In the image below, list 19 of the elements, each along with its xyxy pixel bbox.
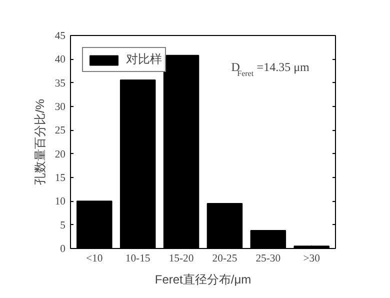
- x-tick-label: 20-25: [212, 254, 238, 264]
- y-tick-label: 0: [60, 244, 66, 255]
- x-tick-label: >30: [303, 254, 320, 264]
- x-tick-label: <10: [86, 254, 103, 264]
- y-tick-label: 45: [54, 31, 66, 42]
- y-tick-label: 25: [54, 126, 66, 137]
- y-tick-label: 5: [60, 220, 66, 232]
- y-tick-label: 10: [54, 196, 66, 208]
- y-tick-label: 30: [54, 102, 66, 113]
- x-tick-label: 15-20: [168, 254, 194, 264]
- y-tick-label: 20: [54, 149, 66, 160]
- y-tick-label: 15: [54, 173, 66, 184]
- y-tick-label: 40: [54, 54, 66, 66]
- x-tick-label: 10-15: [125, 254, 150, 264]
- y-tick-label: 35: [54, 78, 66, 90]
- legend-label: 对比样: [126, 51, 162, 68]
- y-axis-title: 孔数量百分比/%: [32, 98, 47, 185]
- x-axis-title: Feret直径分布/μm: [154, 272, 252, 286]
- x-tick-label: 25-30: [256, 254, 281, 264]
